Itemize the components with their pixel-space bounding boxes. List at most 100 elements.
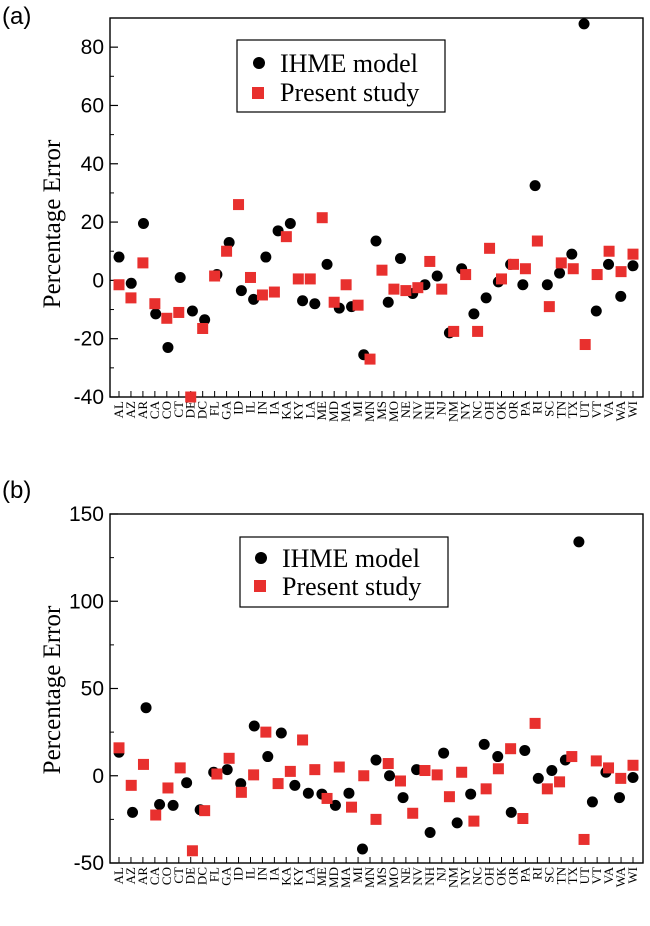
x-tick-label: LA	[302, 866, 317, 884]
x-tick-label: DE	[183, 867, 198, 884]
ihme-point	[615, 290, 627, 302]
x-tick-label: VA	[601, 866, 616, 884]
present-study-point	[235, 786, 247, 798]
ihme-point	[127, 806, 139, 818]
ihme-point	[573, 536, 585, 548]
present-study-point	[615, 266, 627, 278]
present-study-point	[468, 815, 480, 827]
present-study-point	[284, 765, 296, 777]
present-study-point	[407, 807, 419, 819]
ihme-point	[411, 764, 423, 776]
present-study-point	[519, 263, 531, 275]
x-tick-label: CO	[159, 401, 174, 419]
ihme-point	[235, 778, 247, 790]
ihme-point	[162, 341, 174, 353]
x-tick-label: MD	[326, 867, 341, 888]
x-tick-label: UT	[577, 867, 592, 884]
present-study-point	[364, 353, 376, 365]
ihme-point	[125, 277, 137, 289]
ihme-point	[260, 251, 272, 263]
x-tick-label: ID	[231, 401, 246, 415]
panel-a-label: (a)	[2, 3, 31, 30]
present-study-point	[233, 199, 245, 211]
present-study-point	[543, 301, 555, 313]
x-tick-label: AR	[135, 867, 150, 885]
x-tick-label: NH	[422, 401, 437, 420]
panel-b-y-axis-label: Percentage Error	[39, 605, 66, 774]
x-tick-label: DC	[195, 867, 210, 885]
ihme-point	[517, 279, 529, 291]
ihme-point	[223, 236, 235, 248]
x-tick-label: UT	[577, 401, 592, 418]
ihme-point	[309, 298, 321, 310]
ihme-point	[529, 180, 541, 192]
x-tick-label: AR	[135, 401, 150, 419]
ihme-point	[554, 267, 566, 279]
y-tick-label: 20	[81, 211, 104, 234]
x-tick-label: PA	[517, 400, 532, 416]
y-tick-label: 50	[81, 678, 104, 701]
present-study-point	[268, 286, 280, 298]
ihme-point	[370, 754, 382, 766]
ihme-point	[603, 258, 615, 270]
x-tick-label: CT	[171, 401, 186, 418]
present-study-point	[280, 231, 292, 243]
present-study-point	[316, 212, 328, 224]
panel-b-label: (b)	[2, 477, 31, 504]
ihme-point	[578, 18, 590, 30]
y-tick-label: 40	[81, 153, 104, 176]
present-study-point	[443, 791, 455, 803]
x-tick-label: MN	[362, 400, 377, 422]
ihme-point	[329, 799, 341, 811]
x-tick-label: FL	[207, 401, 222, 416]
ihme-point	[321, 258, 333, 270]
present-study-point	[394, 775, 406, 787]
present-study-point	[603, 762, 615, 774]
x-tick-label: IA	[266, 400, 281, 414]
ihme-point	[382, 296, 394, 308]
x-tick-label: NV	[410, 400, 425, 419]
x-tick-label: MO	[386, 867, 401, 888]
x-tick-label: WA	[613, 866, 628, 887]
panel-b-legend-ihme-label: IHME model	[282, 544, 420, 573]
x-tick-label: WI	[625, 867, 640, 884]
present-study-point	[400, 285, 412, 297]
panel-b-y-ticks: -50 0 50 100 150	[69, 503, 118, 875]
ihme-point	[140, 702, 152, 714]
x-tick-label: OK	[494, 400, 509, 419]
x-tick-label: NY	[458, 866, 473, 885]
x-tick-label: OK	[494, 866, 509, 885]
present-study-point	[309, 764, 321, 776]
ihme-point	[370, 235, 382, 247]
ihme-point	[275, 727, 287, 739]
ihme-point	[397, 792, 409, 804]
present-study-point	[137, 257, 149, 269]
panel-a-markers	[113, 18, 639, 403]
ihme-point	[384, 770, 396, 782]
present-study-point	[358, 770, 370, 782]
panel-b-markers	[113, 536, 639, 857]
present-study-point	[197, 322, 209, 334]
ihme-point	[566, 248, 578, 260]
present-study-point	[340, 279, 352, 291]
present-study-point	[113, 742, 125, 754]
ihme-point	[356, 843, 368, 855]
x-tick-label: RI	[529, 401, 544, 414]
x-tick-label: PA	[517, 866, 532, 882]
ihme-point	[468, 308, 480, 320]
ihme-point	[505, 806, 517, 818]
present-study-point	[328, 296, 340, 308]
present-study-point	[113, 279, 125, 291]
present-study-point	[352, 299, 364, 311]
x-tick-label: FL	[207, 867, 222, 882]
x-tick-label: GA	[219, 400, 234, 419]
ihme-point	[532, 772, 544, 784]
x-tick-label: TN	[553, 400, 568, 418]
x-tick-label: KA	[278, 400, 293, 419]
present-study-point	[125, 779, 137, 791]
x-tick-label: NC	[470, 401, 485, 419]
present-study-point	[244, 271, 256, 283]
present-study-point	[304, 273, 316, 285]
x-tick-label: ME	[314, 867, 329, 887]
